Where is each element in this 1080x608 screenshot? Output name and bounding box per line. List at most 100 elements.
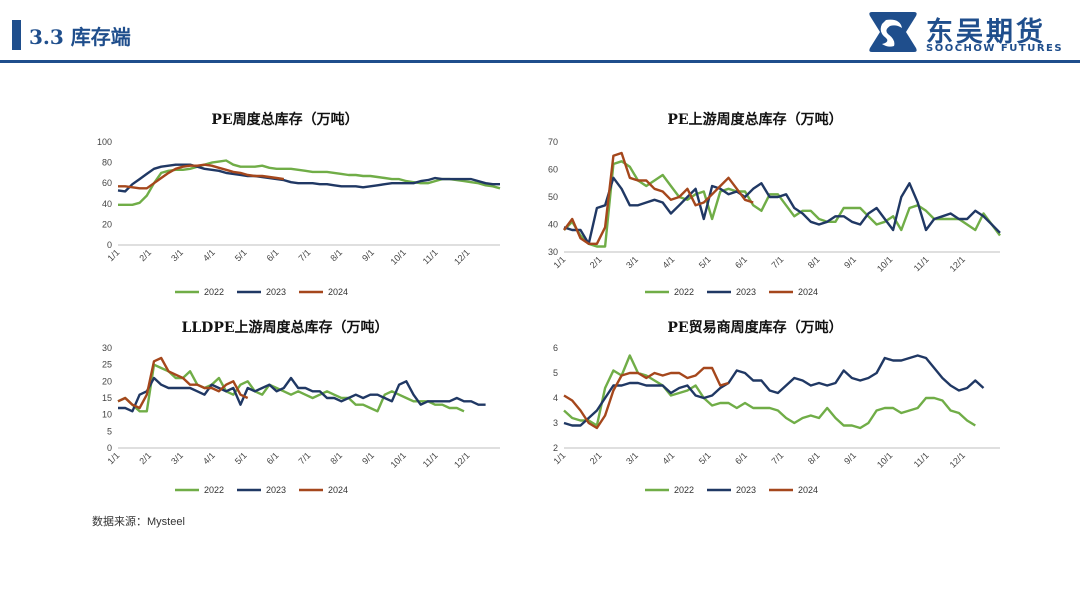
title-area: 3.3 库存端 [0, 16, 131, 54]
header: 3.3 库存端 东吴期货 SOOCHOW FUTURES [0, 0, 1080, 64]
y-tick-label: 30 [102, 343, 112, 353]
y-tick-label: 70 [548, 137, 558, 147]
y-tick-label: 80 [102, 158, 112, 168]
x-tick-label: 11/1 [912, 254, 931, 273]
x-tick-label: 6/1 [265, 450, 281, 466]
x-tick-label: 8/1 [806, 450, 822, 466]
x-tick-label: 11/1 [421, 247, 440, 266]
legend-label-2024: 2024 [798, 287, 818, 297]
y-tick-label: 30 [548, 247, 558, 257]
y-tick-label: 4 [553, 393, 558, 403]
chart-pe-upstream-inventory: PE上游周度总库存（万吨） 30 40 50 60 70 1/1 2/1 3/1 4/1 5/1 6/… [530, 100, 1020, 305]
y-tick-label: 25 [102, 360, 112, 370]
x-tick-label: 2/1 [588, 450, 604, 466]
y-tick-label: 50 [548, 192, 558, 202]
header-divider [0, 60, 1080, 63]
x-tick-label: 10/1 [388, 450, 407, 469]
series-line-2024 [118, 163, 284, 190]
y-tick-label: 20 [102, 376, 112, 386]
x-tick-label: 6/1 [733, 254, 749, 270]
legend-label-2024: 2024 [328, 485, 348, 495]
chart-title: LLDPE上游周度总库存（万吨） [181, 319, 388, 336]
x-tick-label: 10/1 [875, 254, 894, 273]
chart-pe-trader-inventory: PE贸易商周度库存（万吨） 2 3 4 5 6 1/1 2/1 3/1 4/1 5/1 6/1 7/1 8… [530, 308, 1020, 503]
y-tick-label: 5 [553, 368, 558, 378]
x-tick-label: 5/1 [233, 247, 249, 263]
x-tick-label: 9/1 [360, 450, 376, 466]
logo-mark-icon [869, 12, 917, 52]
y-tick-label: 60 [102, 178, 112, 188]
x-tick-label: 12/1 [948, 450, 967, 469]
x-tick-label: 3/1 [624, 254, 640, 270]
series-line-2023 [117, 163, 500, 193]
y-tick-label: 20 [102, 219, 112, 229]
x-tick-label: 11/1 [912, 450, 931, 469]
legend-label-2024: 2024 [798, 485, 818, 495]
y-tick-label: 0 [107, 240, 112, 250]
x-tick-label: 12/1 [452, 450, 471, 469]
legend-label-2022: 2022 [204, 287, 224, 297]
x-tick-label: 3/1 [169, 450, 185, 466]
chart-lldpe-upstream-inventory: LLDPE上游周度总库存（万吨） 0 5 10 15 20 25 30 1/1 2/1 3/1 4/1… [80, 308, 530, 503]
x-tick-label: 4/1 [660, 450, 676, 466]
x-tick-label: 9/1 [842, 450, 858, 466]
chart-pe-total-inventory: PE周度总库存（万吨） 0 20 40 60 80 100 1/1 2/1 3/1 4/1 5/1 6/… [80, 100, 530, 305]
legend-label-2023: 2023 [266, 485, 286, 495]
series-line-2023 [563, 354, 985, 427]
x-tick-label: 12/1 [948, 254, 967, 273]
title-accent-bar [12, 20, 21, 50]
legend-label-2023: 2023 [736, 287, 756, 297]
series-line-2024 [563, 151, 754, 246]
x-tick-label: 8/1 [328, 450, 344, 466]
y-tick-label: 0 [107, 443, 112, 453]
x-tick-label: 3/1 [624, 450, 640, 466]
x-tick-label: 5/1 [697, 450, 713, 466]
series-line-2022 [563, 160, 1001, 248]
chart-title: PE贸易商周度库存（万吨） [667, 319, 842, 336]
x-tick-label: 8/1 [328, 247, 344, 263]
legend-label-2024: 2024 [328, 287, 348, 297]
legend-label-2022: 2022 [204, 485, 224, 495]
x-tick-label: 10/1 [875, 450, 894, 469]
data-source-note: 数据来源：Mysteel [92, 516, 185, 528]
legend-label-2022: 2022 [674, 287, 694, 297]
x-tick-label: 5/1 [697, 254, 713, 270]
x-tick-label: 9/1 [360, 247, 376, 263]
x-tick-label: 12/1 [452, 247, 471, 266]
x-tick-label: 8/1 [806, 254, 822, 270]
chart-title: PE周度总库存（万吨） [211, 111, 358, 128]
x-tick-label: 9/1 [842, 254, 858, 270]
x-tick-label: 3/1 [169, 247, 185, 263]
series-line-2024 [117, 356, 249, 410]
x-tick-label: 5/1 [233, 450, 249, 466]
y-tick-label: 10 [102, 410, 112, 420]
y-tick-label: 5 [107, 426, 112, 436]
series-line-2024 [563, 366, 729, 430]
x-tick-label: 6/1 [733, 450, 749, 466]
series-line-2023 [118, 376, 486, 413]
x-tick-label: 11/1 [421, 450, 440, 469]
chart-title: PE上游周度总库存（万吨） [667, 111, 842, 128]
section-title: 3.3 库存端 [29, 24, 131, 49]
x-tick-label: 2/1 [588, 254, 604, 270]
logo-english-name: SOOCHOW FUTURES [926, 43, 1064, 54]
legend-label-2023: 2023 [266, 287, 286, 297]
company-logo: 东吴期货 SOOCHOW FUTURES [866, 10, 1066, 56]
series-line-2022 [118, 159, 501, 207]
logo-chinese-name: 东吴期货 [926, 17, 1046, 48]
x-tick-label: 2/1 [137, 247, 153, 263]
x-tick-label: 4/1 [201, 247, 217, 263]
y-tick-label: 40 [548, 220, 558, 230]
x-tick-label: 4/1 [201, 450, 217, 466]
y-tick-label: 40 [102, 199, 112, 209]
legend-label-2022: 2022 [674, 485, 694, 495]
x-tick-label: 7/1 [769, 254, 785, 270]
y-tick-label: 100 [97, 137, 112, 147]
series-line-2023 [563, 176, 1001, 246]
y-tick-label: 15 [102, 393, 112, 403]
y-tick-label: 2 [553, 443, 558, 453]
series-line-2022 [563, 354, 976, 430]
y-tick-label: 6 [553, 343, 558, 353]
x-tick-label: 7/1 [296, 247, 312, 263]
x-tick-label: 6/1 [265, 247, 281, 263]
